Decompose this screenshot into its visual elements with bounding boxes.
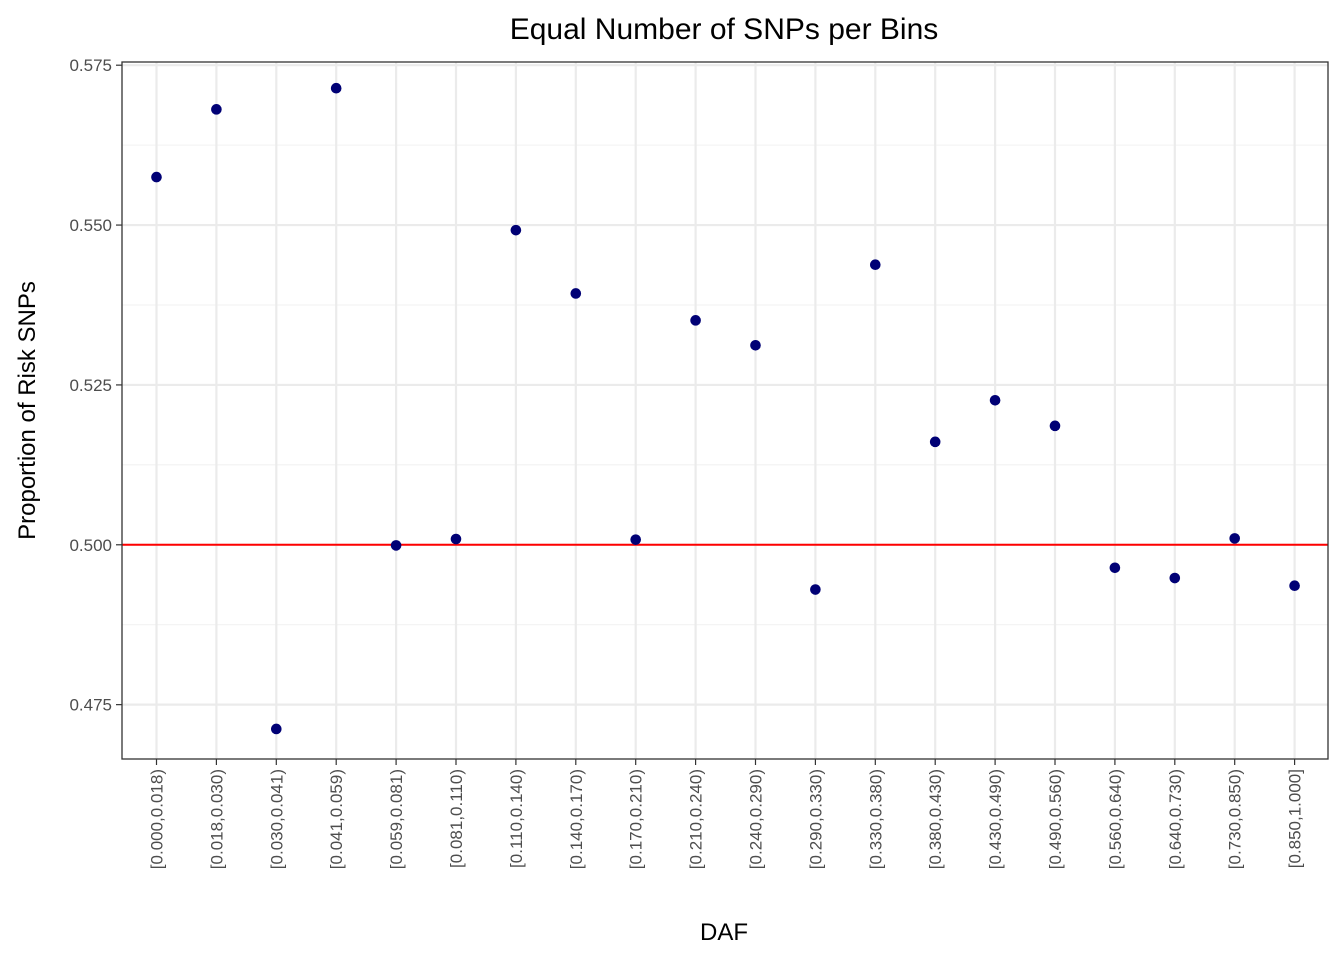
y-tick-label: 0.500: [69, 536, 112, 555]
x-tick-label: [0.290,0.330): [806, 769, 825, 869]
x-tick-label: [0.030,0.041): [267, 769, 286, 869]
data-point: [510, 224, 522, 236]
x-tick-label: [0.490,0.560): [1046, 769, 1065, 869]
data-point: [690, 315, 701, 326]
data-point: [450, 533, 462, 545]
x-tick-label: [0.018,0.030): [207, 769, 226, 869]
y-axis-title: Proportion of Risk SNPs: [14, 281, 41, 540]
minor-gridlines: [122, 144, 1328, 626]
x-axis-ticks: [0.000,0.018) [0.018,0.030) [0.030,0.041) […: [148, 759, 1305, 869]
x-tick-label: [0.210,0.240): [687, 769, 706, 869]
plot-panel-border: [121, 61, 1329, 760]
data-point: [330, 82, 342, 94]
data-point: [151, 171, 162, 183]
x-tick-label: [0.110,0.140): [507, 769, 526, 868]
data-point: [1109, 562, 1121, 574]
x-tick-label: [0.170,0.210): [627, 769, 646, 869]
data-point: [1049, 420, 1061, 432]
data-point: [1229, 533, 1240, 544]
y-tick-label: 0.475: [69, 696, 112, 715]
x-tick-label: [0.560,0.640): [1106, 769, 1125, 869]
x-tick-label: [0.140,0.170): [567, 769, 586, 869]
data-point: [929, 436, 941, 448]
chart-title: Equal Number of SNPs per Bins: [510, 13, 939, 46]
data-point: [1169, 572, 1181, 584]
x-tick-label: [0.041,0.059): [327, 769, 346, 869]
data-point: [750, 339, 761, 351]
x-tick-label: [0.330,0.380): [866, 769, 885, 869]
x-axis-title: DAF: [700, 919, 748, 946]
x-tick-label: [0.850,1.000]: [1286, 769, 1305, 868]
y-tick-label: 0.525: [69, 376, 112, 395]
data-point: [1289, 580, 1300, 592]
x-tick-label: [0.240,0.290): [747, 769, 766, 869]
plot-panel: [122, 62, 1328, 759]
x-tick-label: [0.430,0.490): [986, 769, 1005, 869]
x-tick-label: [0.059,0.081): [387, 769, 406, 869]
x-tick-label: [0.640,0.730): [1166, 769, 1185, 869]
x-tick-label: [0.730,0.850): [1226, 769, 1245, 869]
data-point: [271, 723, 282, 735]
x-tick-label: [0.000,0.018): [148, 769, 167, 869]
major-gridlines: [122, 62, 1328, 759]
data-point: [989, 394, 1001, 406]
data-point: [211, 104, 222, 115]
y-tick-label: 0.550: [69, 216, 112, 235]
data-point: [630, 534, 641, 545]
data-point: [810, 584, 821, 595]
data-point: [870, 259, 881, 271]
y-axis-ticks: 0.475 0.500 0.525 0.550 0.575: [69, 56, 122, 715]
x-tick-label: [0.081,0.110): [447, 769, 466, 868]
data-point: [390, 540, 402, 551]
y-tick-label: 0.575: [69, 56, 112, 75]
x-tick-label: [0.380,0.430): [926, 769, 945, 869]
data-point: [570, 288, 582, 299]
data-points: [151, 82, 1300, 735]
